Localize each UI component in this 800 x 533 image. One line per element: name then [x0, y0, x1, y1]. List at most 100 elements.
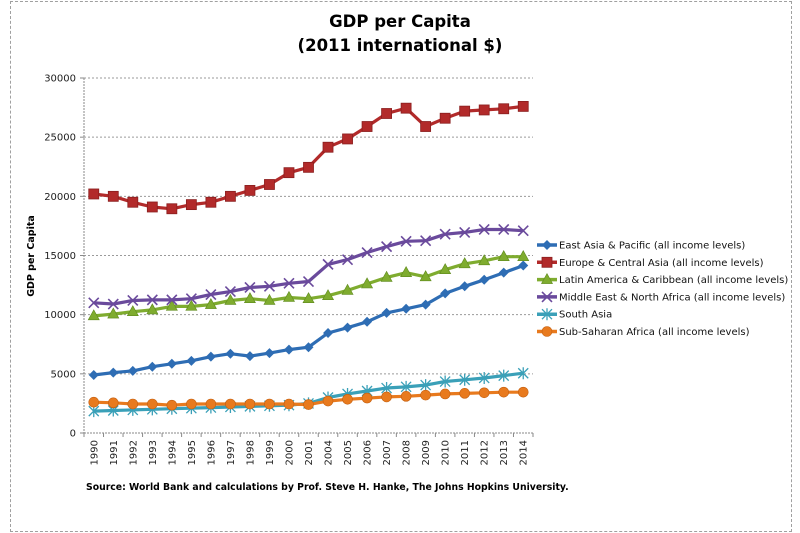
data-point — [498, 386, 510, 398]
data-point — [361, 392, 373, 404]
data-point — [420, 389, 431, 401]
data-point — [166, 399, 178, 411]
data-point — [283, 344, 294, 355]
x-tick-label: 1991 — [109, 440, 120, 465]
data-point — [127, 365, 138, 376]
data-point — [322, 258, 334, 270]
data-point — [498, 223, 510, 236]
x-tick-label: 2007 — [382, 440, 393, 465]
data-point — [283, 167, 295, 179]
data-point — [127, 398, 139, 410]
legend-item: Sub-Saharan Africa (all income levels) — [537, 326, 750, 338]
x-tick-label: 1994 — [167, 440, 178, 465]
data-point — [381, 307, 392, 318]
data-point — [381, 241, 393, 253]
data-point — [400, 102, 412, 114]
data-point — [478, 387, 490, 399]
data-point — [107, 190, 119, 202]
legend-label: South Asia — [559, 310, 612, 321]
data-point — [517, 250, 530, 261]
x-tick-label: 1995 — [187, 440, 198, 465]
x-axis-ticks: 1990 1991 1992 1993 1994 1995 1996 1997 1998 1999… — [83, 433, 534, 465]
x-tick-label: 1999 — [265, 440, 276, 465]
y-tick-label: 20000 — [44, 192, 76, 203]
x-tick-label: 2000 — [284, 440, 295, 465]
legend-marker — [541, 308, 553, 321]
data-point — [186, 398, 197, 410]
data-point — [439, 263, 452, 275]
x-tick-label: 1998 — [245, 440, 256, 465]
data-point — [204, 297, 217, 309]
legend-marker — [542, 240, 552, 250]
data-point — [459, 105, 471, 117]
y-tick-label: 30000 — [44, 74, 76, 85]
y-tick-label: 15000 — [44, 251, 76, 262]
data-point — [224, 286, 236, 298]
data-point — [478, 371, 490, 384]
data-point — [478, 104, 490, 116]
x-tick-label: 1990 — [89, 440, 100, 465]
data-point — [323, 328, 334, 339]
data-point — [479, 274, 490, 285]
legend-marker — [540, 272, 554, 284]
data-point — [362, 316, 373, 327]
series-east-asia-pacific-all-income-levels — [88, 260, 529, 381]
series-line — [93, 255, 524, 318]
data-point — [244, 185, 256, 196]
data-point — [322, 395, 334, 407]
data-point — [107, 298, 119, 310]
data-point — [185, 299, 198, 311]
data-point — [186, 355, 197, 366]
data-point — [263, 293, 276, 305]
data-point — [244, 351, 255, 362]
data-point — [498, 267, 509, 278]
source-note: Source: World Bank and calculations by P… — [86, 482, 569, 493]
data-point — [322, 141, 334, 153]
data-point — [400, 266, 413, 277]
data-point — [440, 288, 451, 299]
data-point — [381, 391, 392, 403]
data-point — [342, 133, 353, 145]
legend: East Asia & Pacific (all income levels) E… — [537, 240, 788, 338]
data-point — [88, 370, 99, 381]
data-point — [420, 121, 432, 132]
data-point — [302, 275, 315, 288]
data-point — [88, 396, 100, 408]
data-point — [459, 373, 471, 386]
data-point — [498, 369, 510, 382]
data-point — [166, 358, 177, 369]
legend-label: Middle East & North Africa (all income l… — [559, 292, 785, 303]
legend-marker — [541, 326, 553, 337]
legend-label: East Asia & Pacific (all income levels) — [559, 241, 745, 252]
data-point — [165, 299, 178, 311]
data-point — [341, 283, 354, 295]
y-tick-label: 25000 — [44, 133, 76, 144]
series-europe-central-asia-all-income-levels — [88, 101, 529, 215]
data-point — [361, 121, 373, 132]
series-group — [87, 101, 530, 418]
data-point — [478, 254, 491, 266]
data-point — [517, 386, 529, 398]
data-point — [302, 292, 315, 303]
x-tick-label: 2006 — [363, 440, 374, 465]
data-point — [303, 342, 314, 353]
legend-marker — [541, 256, 553, 268]
data-point — [147, 398, 158, 410]
data-point — [342, 322, 353, 333]
chart-title-line1: GDP per Capita — [329, 12, 471, 31]
series-middle-east-north-africa-all-income-levels — [88, 223, 529, 310]
y-tick-label: 0 — [70, 429, 76, 440]
series-sub-saharan-africa-all-income-levels — [88, 386, 529, 411]
x-tick-label: 2001 — [304, 440, 315, 465]
data-point — [108, 367, 119, 378]
data-point — [224, 293, 237, 305]
legend-label: Sub-Saharan Africa (all income levels) — [559, 327, 750, 338]
data-point — [283, 398, 295, 410]
data-point — [498, 103, 510, 115]
data-point — [518, 260, 529, 271]
data-point — [127, 196, 139, 208]
data-point — [459, 388, 470, 399]
data-point — [361, 246, 373, 259]
data-point — [439, 228, 451, 240]
